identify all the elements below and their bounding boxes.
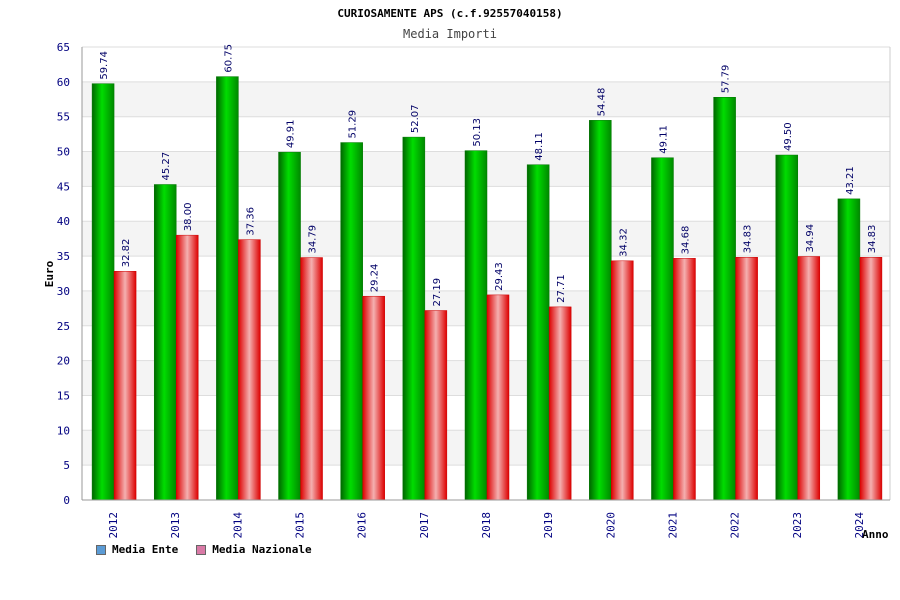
data-label: 29.24 — [370, 264, 381, 293]
bar-nazionale-2017 — [424, 310, 448, 501]
data-label: 59.74 — [99, 51, 110, 80]
y-axis-label: Euro — [43, 260, 56, 287]
y-tick-label: 35 — [57, 250, 70, 263]
bar-nazionale-2024 — [859, 257, 883, 501]
data-label: 27.71 — [556, 274, 567, 303]
data-label: 49.50 — [783, 122, 794, 151]
chart-title: CURIOSAMENTE APS (c.f.92557040158) — [337, 7, 562, 20]
bars: 59.74 32.82 45.27 38.00 60.75 37.36 49.91 34.79… — [91, 44, 883, 501]
bar-ente-2015 — [278, 151, 301, 501]
data-label: 37.36 — [245, 207, 256, 236]
chart-subtitle: Media Importi — [403, 27, 497, 41]
bar-ente-2018 — [464, 150, 488, 501]
x-tick-label: 2023 — [791, 512, 804, 539]
x-tick-label: 2018 — [480, 512, 493, 539]
x-tick-label: 2021 — [666, 512, 679, 539]
data-label: 54.48 — [596, 88, 607, 117]
bar-nazionale-2019 — [548, 306, 572, 501]
y-tick-label: 65 — [57, 41, 70, 54]
legend-label-ente: Media Ente — [112, 543, 179, 556]
data-label: 34.79 — [308, 225, 319, 254]
x-tick-label: 2013 — [169, 512, 182, 539]
y-tick-label: 25 — [57, 320, 70, 333]
y-tick-label: 30 — [57, 285, 70, 298]
x-tick-label: 2012 — [107, 512, 120, 539]
y-tick-label: 15 — [57, 389, 70, 402]
bar-nazionale-2020 — [611, 260, 634, 501]
x-tick-label: 2017 — [418, 512, 431, 539]
bar-nazionale-2016 — [362, 295, 385, 501]
data-label: 34.83 — [867, 225, 878, 254]
data-label: 34.68 — [680, 226, 691, 255]
x-tick-label: 2020 — [604, 512, 617, 539]
data-label: 38.00 — [183, 203, 194, 232]
data-label: 60.75 — [223, 44, 234, 73]
legend: Media Ente Media Nazionale — [96, 543, 312, 556]
y-tick-label: 0 — [63, 494, 70, 507]
bar-nazionale-2018 — [486, 294, 510, 501]
y-tick-label: 55 — [57, 111, 70, 124]
x-tick-label: 2022 — [729, 512, 742, 539]
bar-ente-2023 — [775, 154, 799, 501]
bar-ente-2020 — [589, 120, 612, 501]
bar-ente-2012 — [91, 83, 115, 501]
data-label: 32.82 — [121, 239, 132, 268]
x-tick-label: 2014 — [231, 512, 244, 539]
data-label: 34.32 — [618, 228, 629, 257]
y-tick-label: 40 — [57, 215, 70, 228]
legend-item-media-nazionale: Media Nazionale — [196, 543, 312, 556]
y-tick-label: 10 — [57, 424, 70, 437]
bar-nazionale-2021 — [673, 258, 696, 501]
bar-ente-2014 — [216, 76, 239, 501]
x-axis-label: Anno — [862, 528, 889, 541]
y-tick-label: 5 — [63, 459, 70, 472]
x-tick-label: 2019 — [542, 512, 555, 539]
bar-ente-2017 — [402, 136, 426, 501]
bar-nazionale-2013 — [175, 234, 199, 501]
x-tick-label: 2015 — [294, 512, 307, 539]
data-label: 49.91 — [286, 120, 297, 149]
data-label: 51.29 — [348, 110, 359, 139]
y-tick-label: 60 — [57, 76, 70, 89]
data-label: 34.94 — [805, 224, 816, 253]
y-tick-label: 50 — [57, 146, 70, 159]
bar-nazionale-2015 — [300, 257, 323, 501]
data-label: 43.21 — [845, 166, 856, 195]
data-label: 29.43 — [494, 262, 505, 291]
legend-swatch-nazionale — [196, 544, 207, 555]
y-tick-label: 45 — [57, 180, 70, 193]
bar-ente-2013 — [153, 184, 177, 501]
axes: 0 5 10 15 20 25 30 35 40 45 50 55 60 65 2012 2013 2014 20… — [57, 41, 891, 539]
bar-ente-2019 — [526, 164, 550, 501]
bar-nazionale-2022 — [735, 257, 758, 501]
bar-nazionale-2014 — [238, 239, 261, 501]
data-label: 34.83 — [743, 225, 754, 254]
bar-ente-2016 — [340, 142, 363, 501]
grid-band — [82, 81, 890, 117]
data-label: 50.13 — [472, 118, 483, 147]
data-label: 52.07 — [410, 104, 421, 133]
x-tick-label: 2016 — [356, 512, 369, 539]
legend-swatch-ente — [96, 544, 106, 555]
data-label: 45.27 — [161, 152, 172, 181]
bar-nazionale-2012 — [113, 271, 137, 501]
legend-item-media-ente: Media Ente — [96, 543, 178, 556]
bar-ente-2022 — [713, 96, 736, 501]
legend-label-nazionale: Media Nazionale — [212, 543, 312, 556]
y-tick-label: 20 — [57, 355, 70, 368]
data-label: 57.79 — [721, 65, 732, 94]
bar-ente-2021 — [651, 157, 674, 501]
data-label: 49.11 — [658, 125, 669, 154]
data-label: 27.19 — [432, 278, 443, 307]
bar-nazionale-2023 — [797, 256, 821, 501]
x-tick-label: 2024 — [853, 512, 866, 539]
bar-ente-2024 — [837, 198, 861, 501]
data-label: 48.11 — [534, 132, 545, 161]
